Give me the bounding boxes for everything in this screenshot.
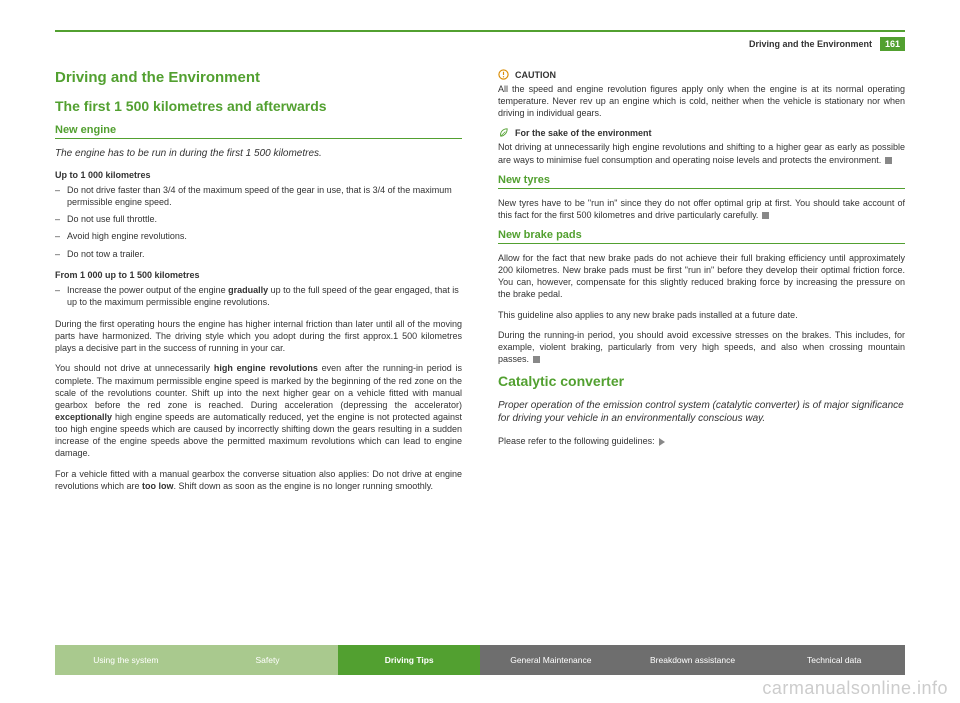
list-up-to-1000: Do not drive faster than 3/4 of the maxi… (55, 184, 462, 260)
list-item: Do not tow a trailer. (55, 248, 462, 260)
environment-body: Not driving at unnecessarily high engine… (498, 141, 905, 165)
lead-text: The engine has to be run in during the f… (55, 147, 462, 160)
text-span: Increase the power output of the engine (67, 285, 228, 295)
brake-body-2: This guideline also applies to any new b… (498, 309, 905, 321)
text-span: You should not drive at unnecessarily (55, 363, 214, 373)
text-span: Not driving at unnecessarily high engine… (498, 142, 905, 164)
tab-maintenance[interactable]: General Maintenance (480, 645, 622, 675)
body-paragraph: For a vehicle fitted with a manual gearb… (55, 468, 462, 492)
caution-heading: CAUTION (498, 69, 905, 80)
right-column: CAUTION All the speed and engine revolut… (498, 69, 905, 500)
list-item: Do not drive faster than 3/4 of the maxi… (55, 184, 462, 208)
catalytic-lead: Proper operation of the emission control… (498, 399, 905, 425)
text-span: Please refer to the following guidelines… (498, 436, 655, 446)
caution-label: CAUTION (515, 70, 556, 80)
section-heading: Driving and the Environment (55, 69, 462, 86)
left-column: Driving and the Environment The first 1 … (55, 69, 462, 500)
brake-body-3: During the running-in period, you should… (498, 329, 905, 365)
top-rule (55, 30, 905, 32)
environment-heading: For the sake of the environment (498, 127, 905, 138)
page-header: Driving and the Environment 161 (55, 37, 905, 51)
content-columns: Driving and the Environment The first 1 … (55, 69, 905, 500)
topic-brake-pads: New brake pads (498, 229, 905, 244)
section-end-icon (533, 356, 540, 363)
caution-icon (498, 69, 509, 80)
catalytic-body: Please refer to the following guidelines… (498, 435, 905, 447)
range-heading-1: Up to 1 000 kilometres (55, 170, 462, 180)
body-paragraph: During the first operating hours the eng… (55, 318, 462, 354)
subsection-catalytic: Catalytic converter (498, 373, 905, 389)
body-paragraph: You should not drive at unnecessarily hi… (55, 362, 462, 459)
text-span: . Shift down as soon as the engine is no… (174, 481, 434, 491)
tab-breakdown[interactable]: Breakdown assistance (622, 645, 764, 675)
section-end-icon (885, 157, 892, 164)
bold-span: high engine revolutions (214, 363, 318, 373)
bold-span: too low (142, 481, 174, 491)
list-item: Avoid high engine revolutions. (55, 230, 462, 242)
list-item: Increase the power output of the engine … (55, 284, 462, 308)
list-item: Do not use full throttle. (55, 213, 462, 225)
brake-body-1: Allow for the fact that new brake pads d… (498, 252, 905, 301)
list-1000-1500: Increase the power output of the engine … (55, 284, 462, 308)
environment-label: For the sake of the environment (515, 128, 652, 138)
header-title: Driving and the Environment (749, 39, 872, 49)
tab-driving-tips[interactable]: Driving Tips (338, 645, 480, 675)
range-heading-2: From 1 000 up to 1 500 kilometres (55, 270, 462, 280)
watermark-text: carmanualsonline.info (762, 678, 948, 699)
continue-arrow-icon (659, 438, 665, 446)
subsection-heading: The first 1 500 kilometres and afterward… (55, 98, 462, 114)
caution-body: All the speed and engine revolution figu… (498, 83, 905, 119)
tab-safety[interactable]: Safety (197, 645, 339, 675)
footer-tabs: Using the system Safety Driving Tips Gen… (55, 645, 905, 675)
text-span: New tyres have to be "run in" since they… (498, 198, 905, 220)
section-end-icon (762, 212, 769, 219)
bold-span: gradually (228, 285, 268, 295)
topic-new-tyres: New tyres (498, 174, 905, 189)
page-container: Driving and the Environment 161 Driving … (0, 0, 960, 500)
topic-new-engine: New engine (55, 124, 462, 139)
leaf-icon (498, 127, 509, 138)
tyres-body: New tyres have to be "run in" since they… (498, 197, 905, 221)
page-number-badge: 161 (880, 37, 905, 51)
text-span: high engine speeds are automatically red… (55, 412, 462, 458)
text-span: During the running-in period, you should… (498, 330, 905, 364)
tab-using-system[interactable]: Using the system (55, 645, 197, 675)
bold-span: exceptionally (55, 412, 112, 422)
tab-technical[interactable]: Technical data (763, 645, 905, 675)
